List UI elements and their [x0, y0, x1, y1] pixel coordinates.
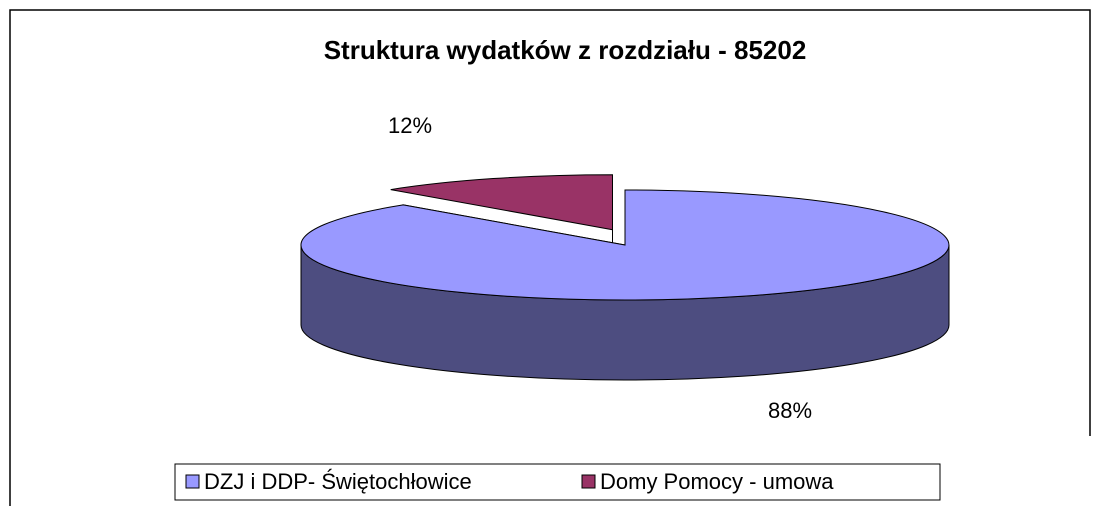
- chart-title: Struktura wydatków z rozdziału - 85202: [324, 35, 807, 65]
- data-label: 88%: [768, 398, 812, 423]
- chart-frame: [9, 9, 1091, 506]
- data-label: 12%: [388, 113, 432, 138]
- legend-box: [174, 463, 941, 501]
- legend-label: DZJ i DDP- Świętochłowice: [204, 469, 472, 494]
- pie-slice: [300, 189, 950, 301]
- legend-swatch: [581, 474, 596, 489]
- legend-swatch: [185, 474, 200, 489]
- legend-label: Domy Pomocy - umowa: [600, 469, 834, 494]
- pie-slice: [390, 174, 613, 231]
